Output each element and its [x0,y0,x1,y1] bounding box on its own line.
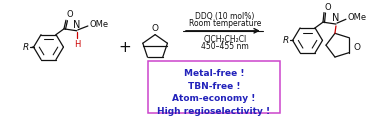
Text: Atom-economy !: Atom-economy ! [172,94,256,103]
Text: O: O [152,24,159,33]
Text: R: R [22,43,29,52]
Text: TBN-free !: TBN-free ! [187,82,240,91]
Bar [148,61,280,113]
Text: DDQ (10 mol%): DDQ (10 mol%) [195,12,254,21]
Text: 450–455 nm: 450–455 nm [201,42,249,51]
Text: OMe: OMe [348,13,367,22]
Text: O: O [325,3,332,12]
Text: O: O [354,43,361,52]
Text: Metal-free !: Metal-free ! [184,69,244,78]
Text: Room temperature: Room temperature [189,19,261,28]
Text: +: + [119,40,132,55]
Text: O: O [67,10,74,19]
Text: High regioselectivity !: High regioselectivity ! [157,107,271,116]
Text: OMe: OMe [90,20,109,29]
Text: N: N [73,20,81,30]
Text: N: N [332,13,340,23]
Text: R: R [282,36,289,45]
Text: H: H [74,40,80,49]
Text: ClCH₂CH₂Cl: ClCH₂CH₂Cl [203,35,246,44]
